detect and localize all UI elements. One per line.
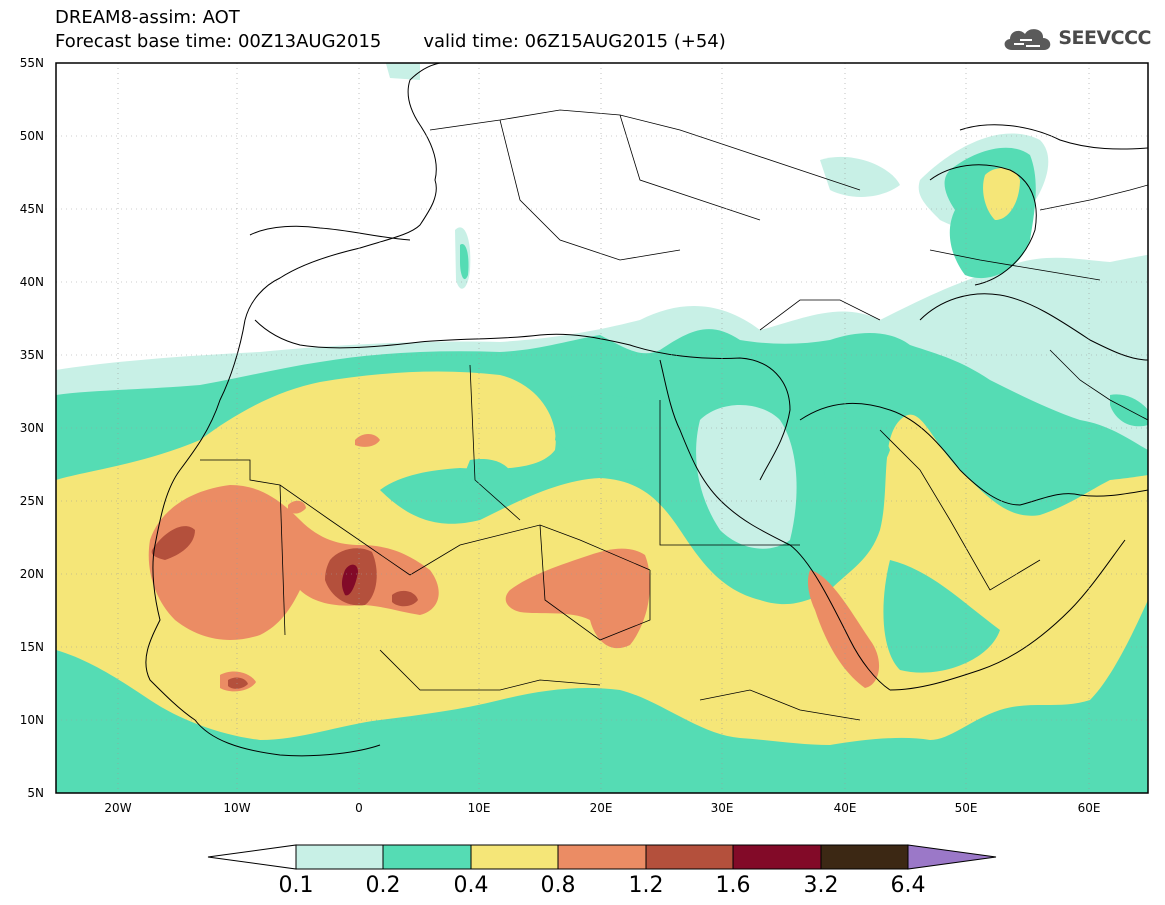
lon-label: 30E <box>711 801 734 815</box>
aot-green-pockets <box>462 192 1018 673</box>
colorbar-over-arrow <box>907 844 997 870</box>
colorbar-swatch <box>557 844 647 870</box>
colorbar-swatch <box>470 844 559 870</box>
colorbar-label: 3.2 <box>804 873 839 898</box>
lat-label: 35N <box>20 348 44 362</box>
lat-label: 15N <box>20 640 44 654</box>
colorbar-labels: 0.1 0.2 0.4 0.8 1.2 1.6 3.2 6.4 <box>279 873 926 898</box>
lat-label: 5N <box>27 786 44 800</box>
seevccc-logo: SEEVCCC <box>1000 22 1151 54</box>
logo-text: SEEVCCC <box>1058 27 1151 49</box>
aot-caspian-yellow <box>983 168 1020 220</box>
lon-label: 60E <box>1078 801 1101 815</box>
lat-label: 55N <box>20 56 44 70</box>
map-subtitle: Forecast base time: 00Z13AUG2015 valid ti… <box>55 32 726 52</box>
lon-label: 0 <box>355 801 363 815</box>
colorbar-label: 0.8 <box>541 873 576 898</box>
colorbar-label: 1.6 <box>716 873 751 898</box>
coastlines <box>145 63 1148 757</box>
colorbar-label: 1.2 <box>629 873 664 898</box>
clean-air-egypt <box>696 405 797 549</box>
lat-label: 25N <box>20 494 44 508</box>
lon-label: 20E <box>590 801 613 815</box>
lat-label: 10N <box>20 713 44 727</box>
map-title-text: DREAM8-assim: AOT <box>55 7 240 28</box>
lon-axis: 20W 10W 0 10E 20E 30E 40E 50E 60E <box>104 801 1100 815</box>
lat-label: 40N <box>20 275 44 289</box>
lon-label: 10E <box>468 801 491 815</box>
colorbar-swatch <box>820 844 909 870</box>
colorbar-under-arrow <box>207 844 297 870</box>
colorbar-swatch <box>382 844 472 870</box>
lon-label: 10W <box>223 801 250 815</box>
colorbar-swatch <box>732 844 822 870</box>
lat-label: 50N <box>20 129 44 143</box>
map-title: DREAM8-assim: AOT <box>55 8 240 28</box>
grid-lines <box>56 63 1148 793</box>
colorbar-swatch <box>295 844 384 870</box>
aot-band-1-6 <box>341 564 358 596</box>
valid-time-text: valid time: 06Z15AUG2015 (+54) <box>423 31 726 52</box>
colorbar-swatch <box>645 844 734 870</box>
lat-label: 20N <box>20 567 44 581</box>
colorbar-label: 0.2 <box>366 873 401 898</box>
lat-label: 45N <box>20 202 44 216</box>
lon-label: 40E <box>834 801 857 815</box>
country-borders <box>200 109 1148 721</box>
plot-frame <box>55 62 1149 794</box>
lon-label: 20W <box>104 801 131 815</box>
colorbar <box>207 844 997 870</box>
cloud-icon <box>1004 29 1051 50</box>
colorbar-label: 6.4 <box>891 873 926 898</box>
aot-field <box>56 63 1148 793</box>
lon-label: 50E <box>955 801 978 815</box>
lat-label: 30N <box>20 421 44 435</box>
lat-axis: 55N 50N 45N 40N 35N 30N 25N 20N 15N 10N … <box>20 56 44 800</box>
colorbar-label: 0.4 <box>454 873 489 898</box>
base-time-text: Forecast base time: 00Z13AUG2015 <box>55 31 382 52</box>
colorbar-label: 0.1 <box>279 873 314 898</box>
